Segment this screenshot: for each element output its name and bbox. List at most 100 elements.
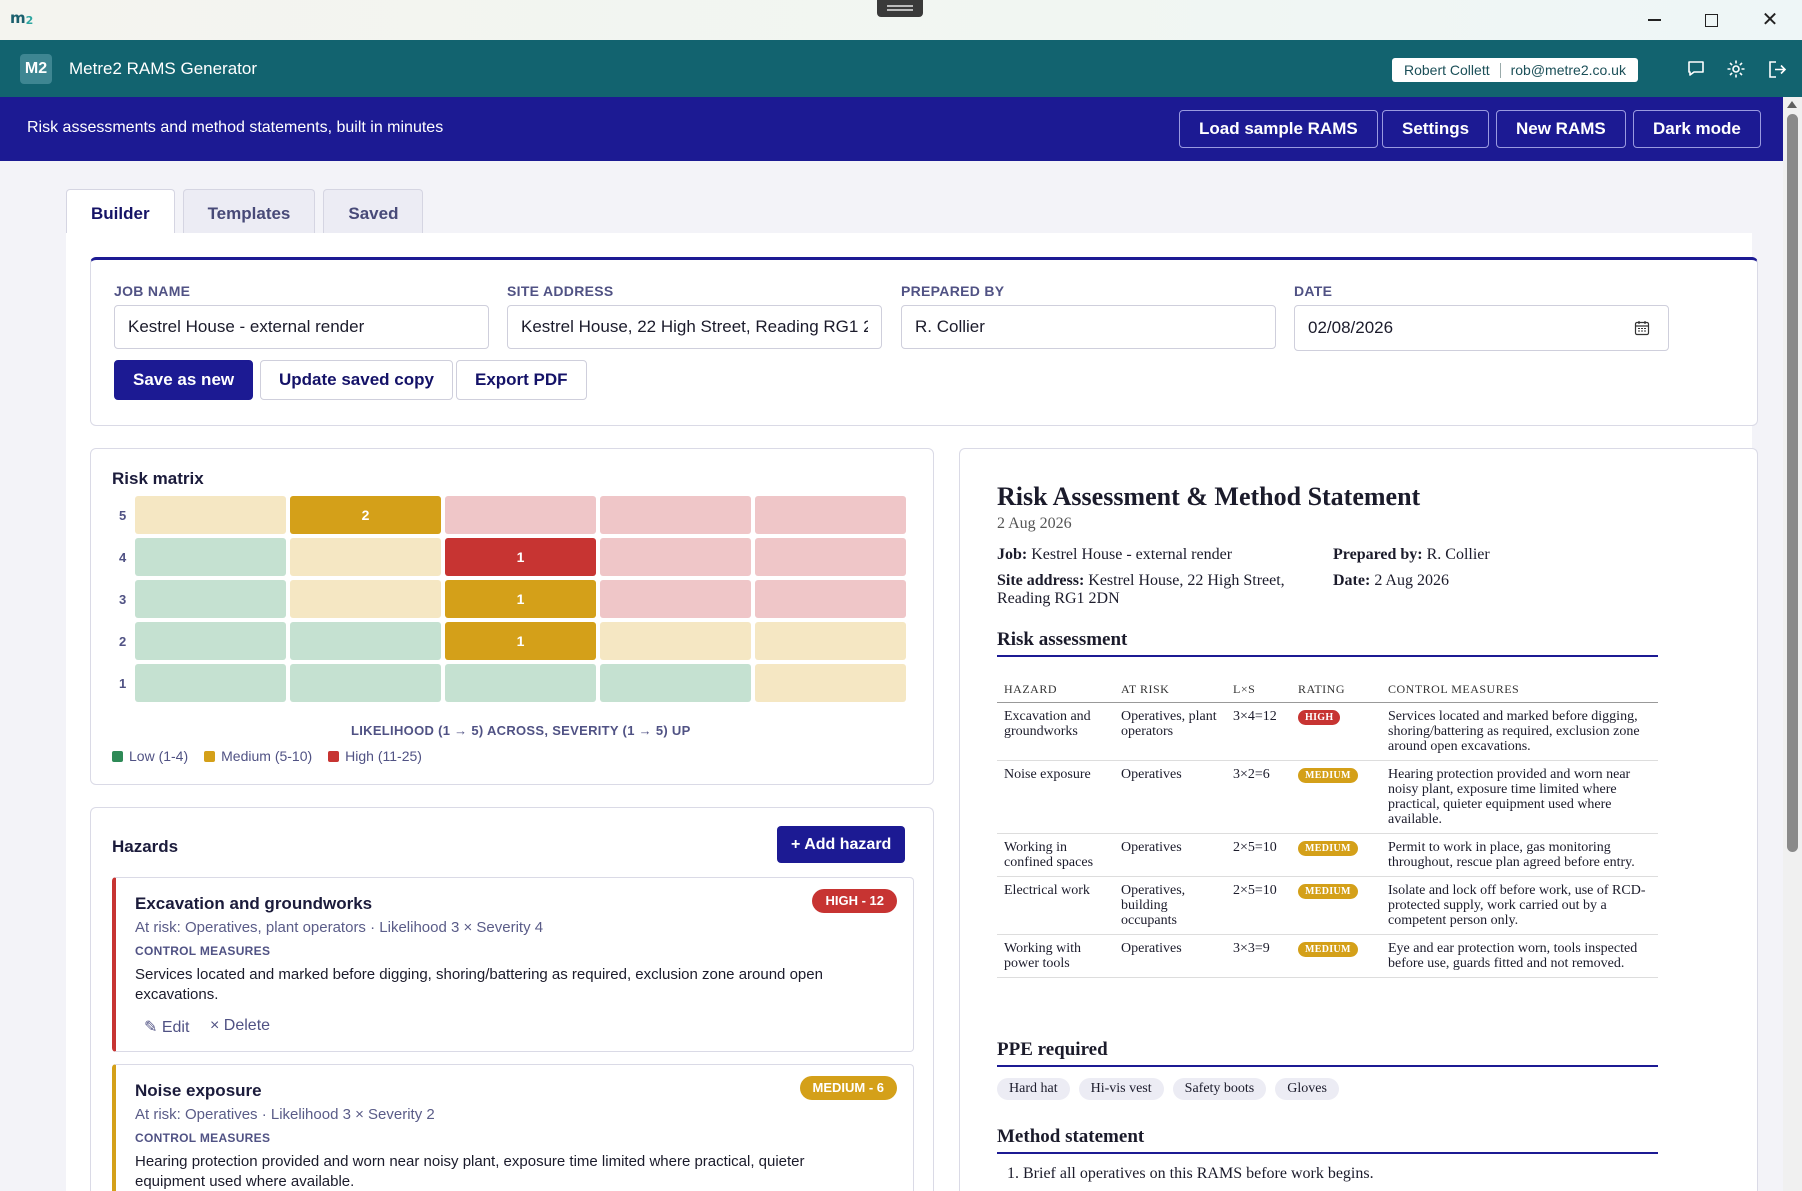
column-header: L×S	[1226, 676, 1291, 703]
ppe-chip: Safety boots	[1172, 1078, 1267, 1100]
logout-button[interactable]	[1764, 56, 1790, 82]
add-hazard-button[interactable]: + Add hazard	[777, 826, 906, 863]
control-measures-cell: Isolate and lock off before work, use of…	[1381, 876, 1658, 935]
legend-medium: Medium (5-10)	[204, 748, 312, 764]
legend-low: Low (1-4)	[112, 748, 188, 764]
matrix-axis-label: LIKELIHOOD (1 → 5) ACROSS, SEVERITY (1 →…	[351, 723, 691, 738]
matrix-cell	[135, 664, 286, 702]
control-measures-cell: Services located and marked before diggi…	[1381, 702, 1658, 761]
hazard-card[interactable]: Excavation and groundworks At risk: Oper…	[112, 877, 914, 1052]
minimize-button[interactable]	[1626, 0, 1682, 40]
minimize-icon	[1647, 19, 1661, 21]
edit-hazard-button[interactable]: ✎ Edit	[144, 1019, 190, 1036]
legend-medium-swatch	[204, 750, 216, 762]
settings-button[interactable]: Settings	[1382, 110, 1490, 148]
hazard-rating-badge: HIGH - 12	[812, 889, 897, 913]
os-app-logo: m2	[10, 9, 34, 27]
legend-low-swatch	[112, 750, 123, 762]
at-risk-cell: Operatives, building occupants	[1114, 876, 1226, 935]
table-header-row: HAZARD AT RISK L×S RATING CONTROL MEASUR…	[997, 676, 1658, 703]
scrollbar[interactable]	[1783, 97, 1802, 1191]
matrix-cell	[755, 664, 906, 702]
site-address-label: SITE ADDRESS	[507, 283, 614, 299]
rating-badge: MEDIUM	[1298, 942, 1358, 957]
hazard-meta: At risk: Operatives, plant operators · L…	[135, 919, 544, 936]
calendar-icon[interactable]	[1634, 320, 1650, 336]
likelihood-severity-cell: 3×3=9	[1226, 934, 1291, 978]
column-header: HAZARD	[997, 676, 1114, 703]
hazard-meta: At risk: Operatives · Likelihood 3 × Sev…	[135, 1106, 435, 1123]
method-step: 1. Brief all operatives on this RAMS bef…	[1007, 1165, 1374, 1182]
hazard-title: Noise exposure	[135, 1081, 262, 1100]
at-risk-cell: Operatives	[1114, 934, 1226, 978]
user-pill-divider	[1499, 62, 1501, 78]
legend-high: High (11-25)	[328, 748, 422, 764]
job-details-card: JOB NAME SITE ADDRESS PREPARED BY DATE S…	[90, 257, 1758, 426]
ppe-chip: Hard hat	[997, 1078, 1070, 1100]
matrix-cell	[290, 622, 441, 660]
ppe-chip: Hi-vis vest	[1078, 1078, 1164, 1100]
builder-panel: JOB NAME SITE ADDRESS PREPARED BY DATE S…	[66, 233, 1758, 1191]
doc-site-address: Site address: Kestrel House, 22 High Str…	[997, 572, 1285, 607]
site-address-input[interactable]	[507, 305, 882, 349]
legend-high-swatch	[328, 750, 340, 762]
hazard-cell: Working with power tools	[997, 934, 1114, 978]
gear-icon	[1727, 60, 1745, 78]
matrix-cell-active: 2	[290, 496, 441, 534]
table-row: Electrical work Operatives, building occu…	[997, 876, 1658, 935]
tab-builder[interactable]: Builder	[66, 189, 175, 236]
rating-cell: MEDIUM	[1291, 833, 1381, 877]
likelihood-severity-cell: 2×5=10	[1226, 833, 1291, 877]
scroll-up-icon[interactable]	[1787, 101, 1797, 108]
risk-matrix-title: Risk matrix	[112, 469, 204, 488]
export-pdf-button[interactable]: Export PDF	[456, 360, 587, 400]
scroll-thumb[interactable]	[1787, 114, 1798, 852]
rating-badge: MEDIUM	[1298, 768, 1358, 783]
control-measures-cell: Hearing protection provided and worn nea…	[1381, 760, 1658, 834]
matrix-severity-label: 3	[119, 592, 127, 607]
tab-saved[interactable]: Saved	[323, 189, 424, 236]
delete-hazard-button[interactable]: × Delete	[210, 1017, 271, 1034]
doc-title: Risk Assessment & Method Statement	[997, 482, 1421, 511]
close-button[interactable]: ✕	[1742, 0, 1798, 40]
matrix-cell-active: 1	[445, 622, 596, 660]
close-icon: ✕	[1761, 9, 1779, 31]
job-name-input[interactable]	[114, 305, 489, 349]
prepared-by-input[interactable]	[901, 305, 1276, 349]
doc-date: 2 Aug 2026	[997, 515, 1072, 532]
matrix-cell	[135, 580, 286, 618]
matrix-severity-label: 4	[119, 550, 127, 565]
update-saved-copy-button[interactable]: Update saved copy	[260, 360, 453, 400]
maximize-icon	[1704, 13, 1718, 27]
user-name: Robert Collett	[1404, 62, 1490, 78]
hazard-rating-badge: MEDIUM - 6	[799, 1076, 897, 1100]
job-name-label: JOB NAME	[114, 283, 191, 299]
main-tabs: Builder Templates Saved	[66, 189, 431, 236]
date-input[interactable]	[1294, 305, 1669, 351]
prepared-by-label: PREPARED BY	[901, 283, 1005, 299]
maximize-button[interactable]	[1683, 0, 1739, 40]
app-badge: M2	[20, 54, 52, 84]
load-sample-button[interactable]: Load sample RAMS	[1179, 110, 1378, 148]
tab-templates[interactable]: Templates	[182, 189, 316, 236]
matrix-cell	[135, 622, 286, 660]
column-header: AT RISK	[1114, 676, 1226, 703]
control-measures-label: CONTROL MEASURES	[135, 1131, 271, 1145]
feedback-button[interactable]	[1683, 56, 1709, 82]
matrix-cell	[600, 538, 751, 576]
matrix-cell	[755, 496, 906, 534]
method-statement-heading: Method statement	[997, 1126, 1658, 1154]
chat-icon	[1688, 61, 1704, 76]
matrix-cell	[290, 538, 441, 576]
table-row: Working with power tools Operatives 3×3=9 M…	[997, 934, 1658, 978]
dark-mode-button[interactable]: Dark mode	[1633, 110, 1761, 148]
rating-cell: MEDIUM	[1291, 876, 1381, 935]
table-row: Excavation and groundworks Operatives, pl…	[997, 702, 1658, 761]
drag-handle[interactable]	[877, 0, 923, 17]
save-as-new-button[interactable]: Save as new	[114, 360, 254, 400]
user-pill[interactable]: Robert Collett rob@metre2.co.uk	[1392, 58, 1638, 82]
hazard-card[interactable]: Noise exposure At risk: Operatives · Lik…	[112, 1064, 914, 1191]
settings-icon-button[interactable]	[1723, 56, 1749, 82]
new-rams-button[interactable]: New RAMS	[1496, 110, 1626, 148]
document-preview: Risk Assessment & Method Statement 2 Aug…	[959, 448, 1758, 1191]
